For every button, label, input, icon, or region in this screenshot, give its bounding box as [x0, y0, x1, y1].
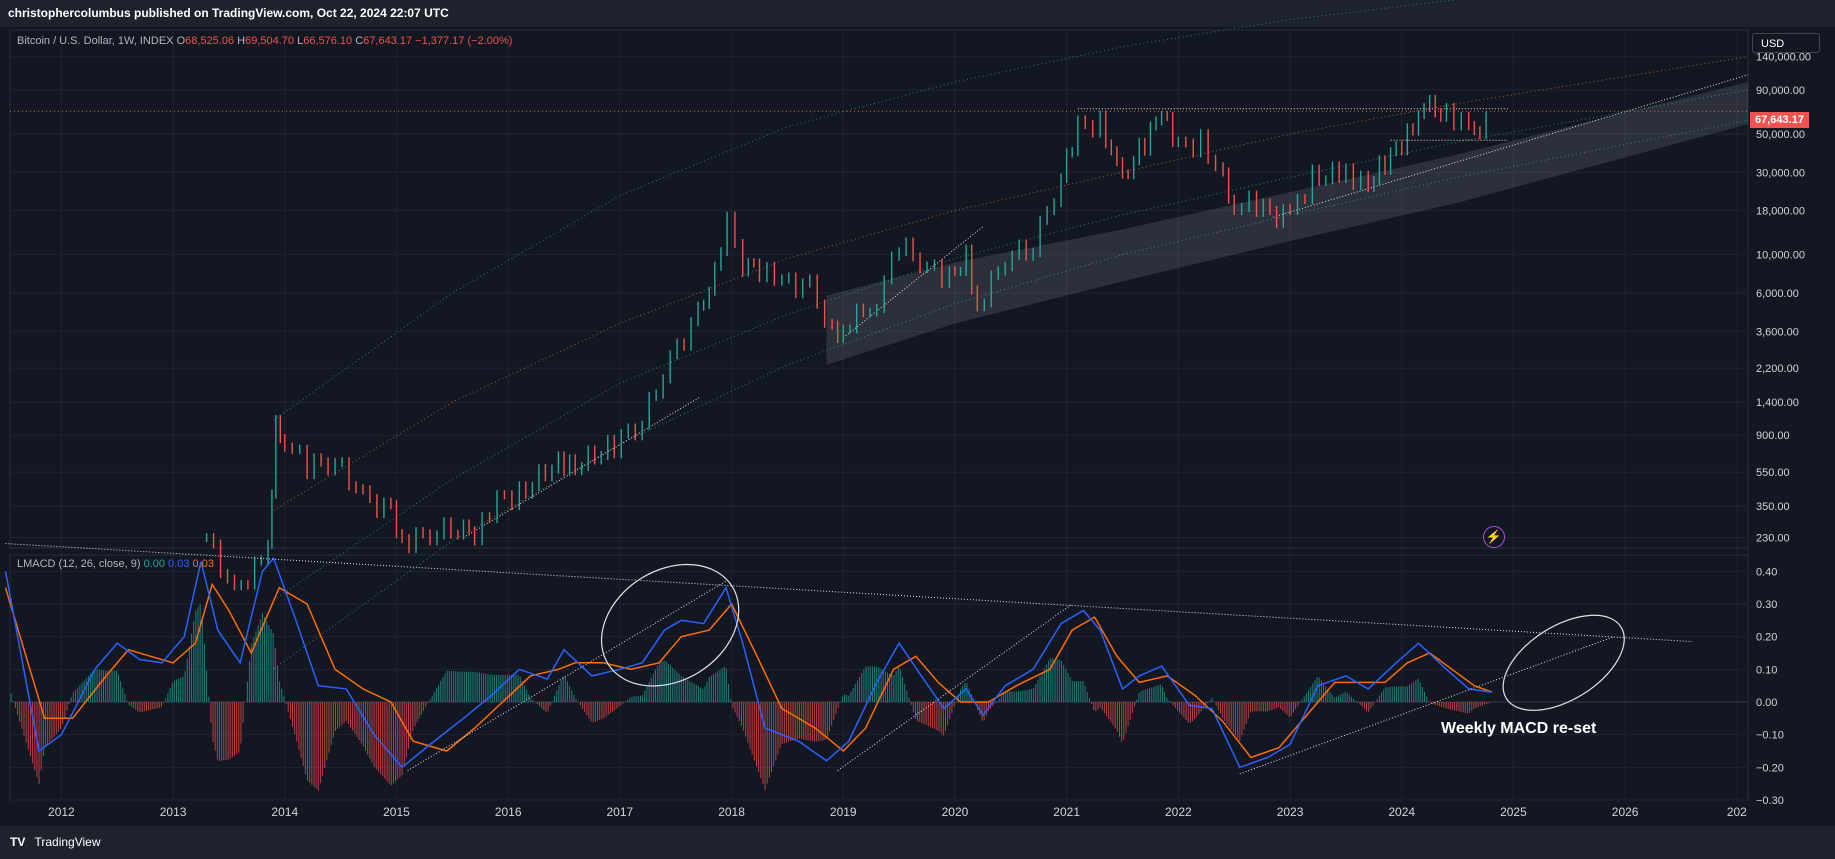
- highlight-ellipse-2: [1502, 614, 1625, 711]
- time-tick-label: 2017: [607, 805, 634, 819]
- macd-tick-label: 0.10: [1756, 664, 1777, 676]
- change-value: −1,377.17 (−2.00%): [415, 35, 513, 47]
- price-tick-label: 1,400.00: [1756, 397, 1799, 409]
- open-label: O: [176, 35, 186, 47]
- footer-brand[interactable]: TradingView: [34, 835, 101, 849]
- price-tick-label: 550.00: [1756, 467, 1790, 479]
- time-tick-label: 2024: [1388, 805, 1415, 819]
- regression-channels: [273, 0, 1749, 670]
- high-value: 69,504.70: [245, 35, 295, 47]
- channel-line-2: [273, 56, 1749, 511]
- time-tick-label: 202: [1727, 805, 1747, 819]
- macd-trendline-1: [5, 543, 1693, 643]
- price-series: [205, 94, 1487, 591]
- published-header: christophercolumbus published on Trading…: [0, 0, 1835, 27]
- price-tick-label: 18,000.00: [1756, 206, 1805, 218]
- price-tick-label: 900.00: [1756, 430, 1790, 442]
- trendlines: [463, 74, 1749, 538]
- low-value: 66,576.10: [303, 35, 353, 47]
- low-label: L: [297, 35, 304, 47]
- time-tick-label: 2026: [1612, 805, 1639, 819]
- time-tick-label: 2012: [48, 805, 75, 819]
- time-tick-label: 2021: [1053, 805, 1080, 819]
- shaded-channel-band: [826, 82, 1748, 365]
- macd-trendline-4: [1239, 636, 1615, 775]
- time-tick-label: 2015: [383, 805, 410, 819]
- currency-button[interactable]: USD: [1752, 33, 1820, 53]
- macd-tick-label: −0.30: [1756, 795, 1784, 807]
- channel-line-3: [273, 89, 1749, 601]
- time-tick-label: 2018: [718, 805, 745, 819]
- price-tick-label: 230.00: [1756, 533, 1790, 545]
- price-tick-label: 30,000.00: [1756, 167, 1805, 179]
- open-value: 68,525.06: [185, 35, 235, 47]
- footer-bar: TV TradingView: [0, 826, 1835, 859]
- time-tick-label: 2020: [942, 805, 969, 819]
- time-tick-label: 2016: [495, 805, 522, 819]
- macd-tick-label: 0.20: [1756, 632, 1777, 644]
- macd-legend: LMACD (12, 26, close, 9) 0.00 0.03 0.03: [17, 558, 214, 570]
- time-tick-label: 2023: [1277, 805, 1304, 819]
- macd-hist-value: 0.00: [143, 558, 165, 570]
- lightning-icon[interactable]: ⚡: [1483, 526, 1505, 548]
- macd-signal-value: 0.03: [192, 558, 214, 570]
- chart-annotation: Weekly MACD re-set: [1441, 720, 1597, 737]
- macd-tick-label: 0.00: [1756, 697, 1777, 709]
- price-tick-label: 6,000.00: [1756, 288, 1799, 300]
- time-tick-label: 2022: [1165, 805, 1192, 819]
- last-price-tag: 67,643.17: [1750, 112, 1809, 128]
- macd-name: LMACD (12, 26, close, 9): [17, 558, 141, 570]
- high-label: H: [237, 35, 246, 47]
- price-tick-label: 140,000.00: [1756, 52, 1811, 64]
- price-tick-label: 90,000.00: [1756, 85, 1805, 97]
- price-tick-label: 50,000.00: [1756, 129, 1805, 141]
- price-tick-label: 2,200.00: [1756, 363, 1799, 375]
- macd-tick-label: −0.10: [1756, 730, 1784, 742]
- time-tick-label: 2013: [160, 805, 187, 819]
- tradingview-logo-icon[interactable]: TV: [10, 835, 26, 849]
- chart-canvas[interactable]: 140,000.00 90,000.00 50,000.00 30,000.00 18,…: [0, 0, 1835, 826]
- price-tick-label: 3,600.00: [1756, 326, 1799, 338]
- macd-pane: [4, 543, 1748, 791]
- macd-tick-label: −0.20: [1756, 762, 1784, 774]
- price-tick-label: 10,000.00: [1756, 250, 1805, 262]
- macd-line: [4, 556, 1493, 769]
- macd-signal-line: [4, 582, 1493, 759]
- close-label: C: [355, 35, 364, 47]
- channel-line-4: [273, 119, 1749, 670]
- axis-labels: 140,000.00 90,000.00 50,000.00 30,000.00 18,…: [48, 52, 1811, 819]
- macd-tick-label: 0.40: [1756, 566, 1777, 578]
- time-tick-label: 2025: [1500, 805, 1527, 819]
- time-tick-label: 2014: [271, 805, 298, 819]
- close-value: 67,643.17: [363, 35, 413, 47]
- price-legend: Bitcoin / U.S. Dollar, 1W, INDEX O68,525…: [17, 35, 512, 47]
- chart-grid: [9, 29, 1749, 801]
- price-trendline-1: [463, 396, 701, 538]
- time-tick-label: 2019: [830, 805, 857, 819]
- macd-tick-label: 0.30: [1756, 599, 1777, 611]
- price-tick-label: 350.00: [1756, 501, 1790, 513]
- highlight-ellipse-1: [600, 563, 740, 687]
- symbol-label: Bitcoin / U.S. Dollar, 1W, INDEX: [17, 35, 174, 47]
- macd-line-value: 0.03: [168, 558, 190, 570]
